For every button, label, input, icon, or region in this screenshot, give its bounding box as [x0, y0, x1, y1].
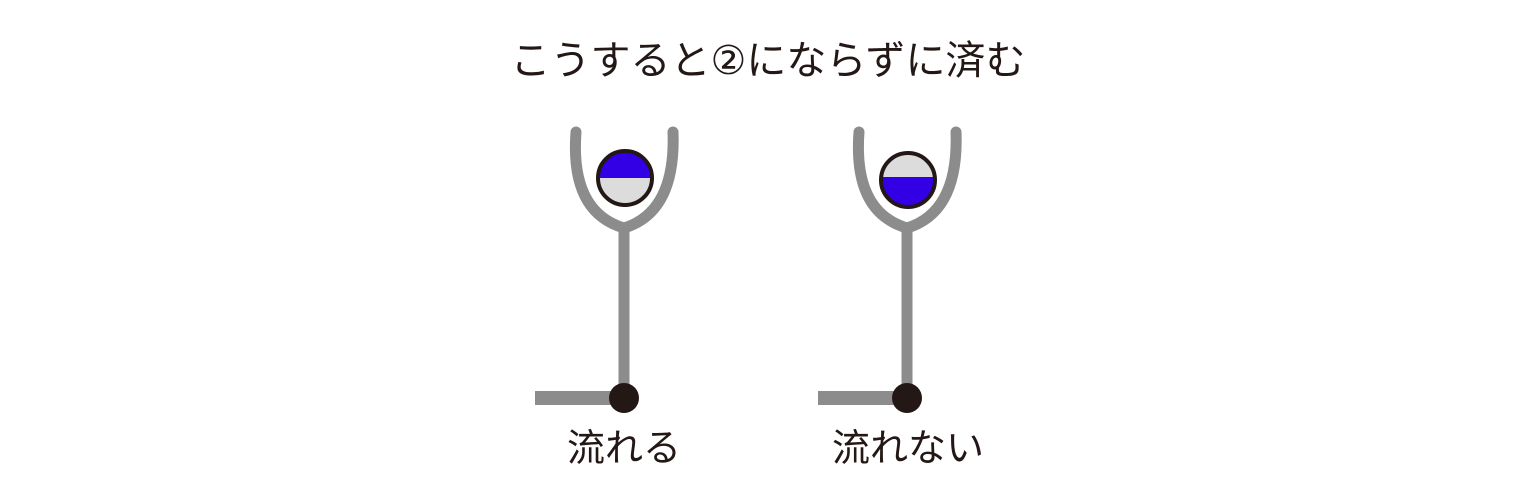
figure-not-flowing	[818, 126, 962, 413]
label-flowing: 流れる	[566, 426, 681, 470]
label-not-flowing: 流れない	[831, 426, 984, 470]
joint-dot-left	[609, 383, 639, 413]
ball-outline-right	[879, 151, 937, 209]
figure-flowing	[535, 126, 679, 413]
joint-dot-right	[892, 383, 922, 413]
ball-outline-left	[596, 149, 654, 207]
page-title: こうすると②にならずに済む	[510, 38, 1026, 84]
